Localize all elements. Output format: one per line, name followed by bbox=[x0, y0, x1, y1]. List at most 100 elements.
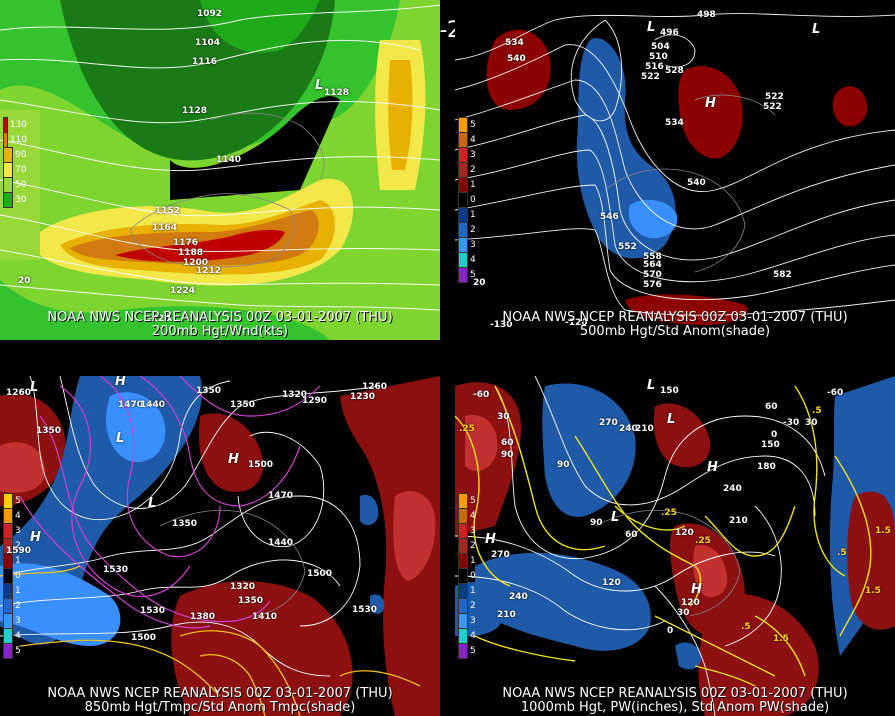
legend-label: 4 bbox=[470, 630, 476, 641]
contour-label: 210 bbox=[497, 610, 516, 620]
contour-label: 90 bbox=[501, 450, 514, 460]
legend-label: 90 bbox=[15, 149, 27, 160]
legend-label: 1 bbox=[470, 555, 476, 566]
contour-label: 534 bbox=[505, 38, 524, 48]
contour-label: 1260 bbox=[6, 388, 32, 398]
contour-label: 210 bbox=[729, 516, 748, 526]
contour-label: 1320 bbox=[282, 390, 308, 400]
low-pressure-marker: L bbox=[30, 380, 39, 395]
contour-label: -30 bbox=[783, 418, 800, 428]
legend-label: 5 bbox=[470, 269, 476, 280]
legend-swatch bbox=[458, 221, 468, 238]
legend-swatch bbox=[458, 642, 468, 659]
legend-200mb: 130 110 90 70 50 30 bbox=[3, 116, 27, 208]
contour-label: 1116 bbox=[192, 57, 218, 67]
legend-label: 5 bbox=[470, 645, 476, 656]
map-850mb bbox=[0, 376, 440, 716]
legend-swatch bbox=[458, 612, 468, 629]
legend-label: 1 bbox=[15, 585, 21, 596]
map-1000mb bbox=[455, 376, 895, 716]
contour-label: 90 bbox=[590, 518, 603, 528]
legend-label: 5 bbox=[470, 119, 476, 130]
low-pressure-marker: L bbox=[667, 412, 676, 427]
contour-label: -60 bbox=[473, 390, 490, 400]
contour-label: 1440 bbox=[140, 400, 166, 410]
high-pressure-marker: H bbox=[707, 460, 718, 475]
pw-contour-label: 1.5 bbox=[865, 586, 881, 596]
legend-swatch bbox=[458, 537, 468, 554]
legend-swatch bbox=[3, 176, 13, 193]
panel-500mb: 5 4 3 2 1 0 1 2 3 4 5 498 534 540 496 50… bbox=[455, 0, 895, 340]
contour-label: 540 bbox=[507, 54, 526, 64]
contour-label: 60 bbox=[625, 530, 638, 540]
low-pressure-marker: L bbox=[116, 431, 125, 446]
legend-swatch bbox=[3, 597, 13, 614]
contour-label: 20 bbox=[473, 278, 486, 288]
contour-label: 60 bbox=[501, 438, 514, 448]
high-pressure-marker: H bbox=[485, 532, 496, 547]
legend-swatch bbox=[458, 627, 468, 644]
legend-label: 4 bbox=[470, 134, 476, 145]
pw-contour-label: .25 bbox=[695, 536, 711, 546]
contour-label: 1350 bbox=[238, 596, 264, 606]
legend-label: 3 bbox=[15, 525, 21, 536]
contour-label: 1320 bbox=[230, 582, 256, 592]
legend-850mb: 5 4 3 2 1 0 1 2 3 4 5 bbox=[3, 492, 27, 659]
legend-label: 2 bbox=[470, 164, 476, 175]
contour-label: 1500 bbox=[307, 569, 333, 579]
legend-swatch bbox=[458, 492, 468, 509]
legend-label: 0 bbox=[470, 570, 476, 581]
contour-label: 498 bbox=[697, 10, 716, 20]
contour-label: 564 bbox=[643, 260, 662, 270]
contour-label: 1530 bbox=[352, 605, 378, 615]
contour-label: 1176 bbox=[173, 238, 199, 248]
legend-label: 3 bbox=[470, 239, 476, 250]
contour-label: 558 bbox=[643, 252, 662, 262]
contour-label: 1290 bbox=[302, 396, 328, 406]
contour-label: 60 bbox=[765, 402, 778, 412]
high-pressure-marker: H bbox=[115, 376, 126, 389]
contour-label: 522 bbox=[763, 102, 782, 112]
contour-label: 1212 bbox=[196, 266, 222, 276]
legend-swatch bbox=[458, 206, 468, 223]
pw-contour-label: 1.5 bbox=[773, 634, 789, 644]
legend-swatch bbox=[458, 251, 468, 268]
legend-label: 4 bbox=[470, 510, 476, 521]
contour-label: 522 bbox=[765, 92, 784, 102]
contour-label: 240 bbox=[619, 424, 638, 434]
low-pressure-marker: L bbox=[647, 20, 656, 35]
legend-label: 1 bbox=[470, 209, 476, 220]
contour-label: 270 bbox=[491, 550, 510, 560]
contour-label: 522 bbox=[641, 72, 660, 82]
legend-swatch bbox=[3, 131, 8, 148]
caption-source: NOAA NWS NCEP REANALYSIS 00Z 03-01-2007 … bbox=[502, 310, 848, 325]
panel-1000mb: 5 4 3 2 1 0 1 2 3 4 5 -60 30 60 90 90 27… bbox=[455, 376, 895, 716]
caption-source: NOAA NWS NCEP REANALYSIS 00Z 03-01-2007 … bbox=[502, 686, 848, 701]
legend-label: 3 bbox=[470, 525, 476, 536]
contour-label: 1530 bbox=[103, 565, 129, 575]
caption-variable: 500mb Hgt/Std Anom(shade) bbox=[579, 324, 771, 339]
contour-label: 1470 bbox=[118, 400, 144, 410]
contour-label: 1350 bbox=[172, 519, 198, 529]
contour-label: 150 bbox=[761, 440, 780, 450]
contour-label: 1350 bbox=[36, 426, 62, 436]
pw-contour-label: .5 bbox=[741, 622, 751, 632]
pw-contour-label: .25 bbox=[661, 508, 677, 518]
low-pressure-marker: L bbox=[611, 510, 620, 525]
low-pressure-marker: L bbox=[812, 22, 821, 37]
legend-swatch bbox=[458, 582, 468, 599]
legend-label: 4 bbox=[15, 510, 21, 521]
contour-label: -130 bbox=[490, 320, 513, 330]
contour-label: 528 bbox=[665, 66, 684, 76]
legend-swatch bbox=[3, 612, 13, 629]
pw-contour-label: .5 bbox=[837, 548, 847, 558]
legend-swatch bbox=[458, 567, 468, 584]
legend-swatch bbox=[3, 191, 13, 208]
legend-swatch bbox=[3, 146, 13, 163]
contour-label: 534 bbox=[665, 118, 684, 128]
contour-label: 582 bbox=[773, 270, 792, 280]
contour-label: 1530 bbox=[140, 606, 166, 616]
high-pressure-marker: H bbox=[228, 452, 239, 467]
contour-label: 1380 bbox=[190, 612, 216, 622]
contour-label: -60 bbox=[827, 388, 844, 398]
